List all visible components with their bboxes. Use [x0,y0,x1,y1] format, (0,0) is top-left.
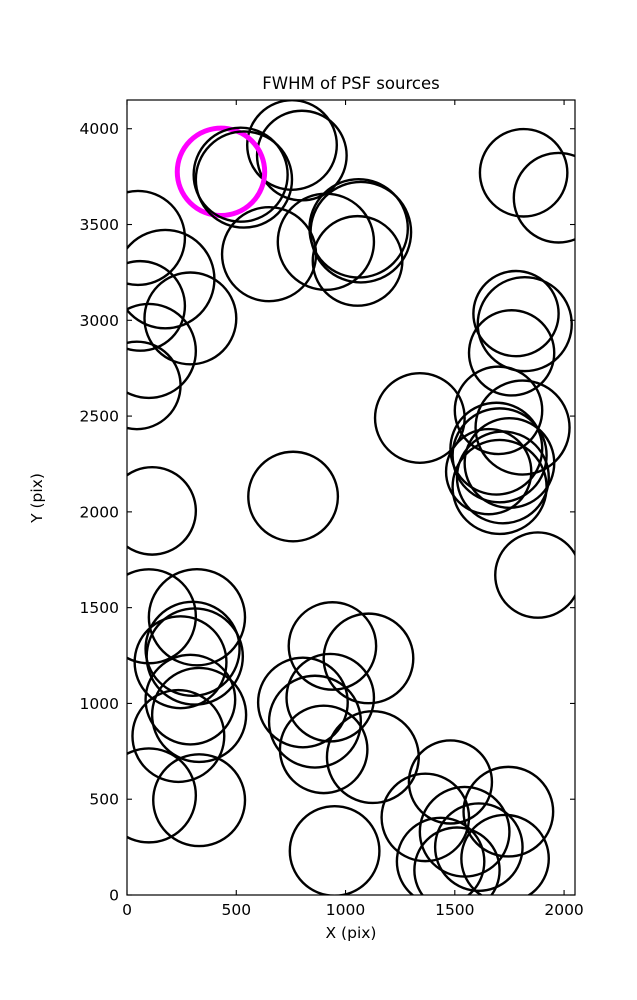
psf-source-circle [133,615,228,710]
x-tick-label: 1000 [326,901,365,919]
psf-source-circle [474,379,571,476]
y-tick-label: 2000 [80,503,119,521]
psf-source-circle [512,151,575,244]
psf-source-circle [478,127,569,218]
psf-source-circle [192,126,289,223]
psf-source-circle [194,130,294,229]
y-tick-label: 4000 [80,120,119,138]
psf-source-circle [144,600,241,698]
axis-ticks-layer: 0 500 1000 1500 2000 0 500 1000 1500 2000 2500 3000… [80,100,584,919]
psf-source-circle [453,365,544,456]
psf-source-circle-highlighted [174,125,268,219]
x-tick-label: 1500 [435,901,474,919]
x-tick-label: 0 [122,901,132,919]
y-tick-label: 1000 [80,695,119,713]
psf-source-circle [127,340,182,431]
psf-source-circle [433,802,524,893]
y-tick-label: 1500 [80,599,119,617]
psf-source-circle [325,709,420,805]
x-tick-label: 2000 [544,901,583,919]
psf-source-circle [407,739,494,825]
psf-source-circle [145,607,245,706]
psf-source-circle [467,309,556,397]
psf-source-circle [267,674,363,769]
y-tick-label: 3500 [80,216,119,234]
x-tick-label: 500 [221,901,251,919]
psf-source-circle [311,214,404,307]
psf-source-circle [127,302,198,400]
psf-source-circle [152,753,247,848]
psf-source-circle [143,271,238,366]
psf-source-circle [380,772,471,863]
x-axis-label: X (pix) [326,924,377,942]
psf-source-circle [127,747,198,844]
psf-source-circle [472,269,560,358]
psf-source-circle [413,826,501,895]
psf-source-circle [444,427,533,516]
psf-source-circle [451,438,548,536]
psf-source-circle [449,401,544,496]
psf-source-circle [127,259,187,352]
y-tick-label: 0 [109,887,119,905]
psf-source-circle [476,275,573,373]
y-tick-label: 3000 [80,312,119,330]
psf-source-circle [147,567,247,667]
y-axis-label: Y (pix) [28,473,46,524]
psf-source-circle [144,653,237,746]
psf-source-circle [127,189,187,287]
psf-source-circle [322,612,415,705]
psf-source-circle [451,407,548,504]
psf-source-circle [127,466,198,556]
psf-source-circle [131,688,226,784]
psf-source-circle [462,765,555,858]
psf-source-circle [288,804,381,895]
psf-source-circle [395,816,486,895]
page-title: FWHM of PSF sources [262,74,439,93]
psf-source-circle [278,704,369,795]
psf-source-circle [494,531,575,619]
psf-source-circle [220,206,318,303]
psf-source-circle [256,656,349,749]
axes-frame [126,99,576,896]
y-tick-label: 2500 [80,408,119,426]
psf-source-circle [460,813,550,895]
y-tick-label: 500 [89,791,119,809]
psf-source-circle [373,372,466,465]
psf-source-circle [455,430,550,525]
psf-source-circle [287,601,378,691]
psf-circles-layer [127,100,575,895]
psf-source-circle [276,192,376,292]
psf-source-circle [150,666,248,764]
psf-source-circle [247,450,340,543]
